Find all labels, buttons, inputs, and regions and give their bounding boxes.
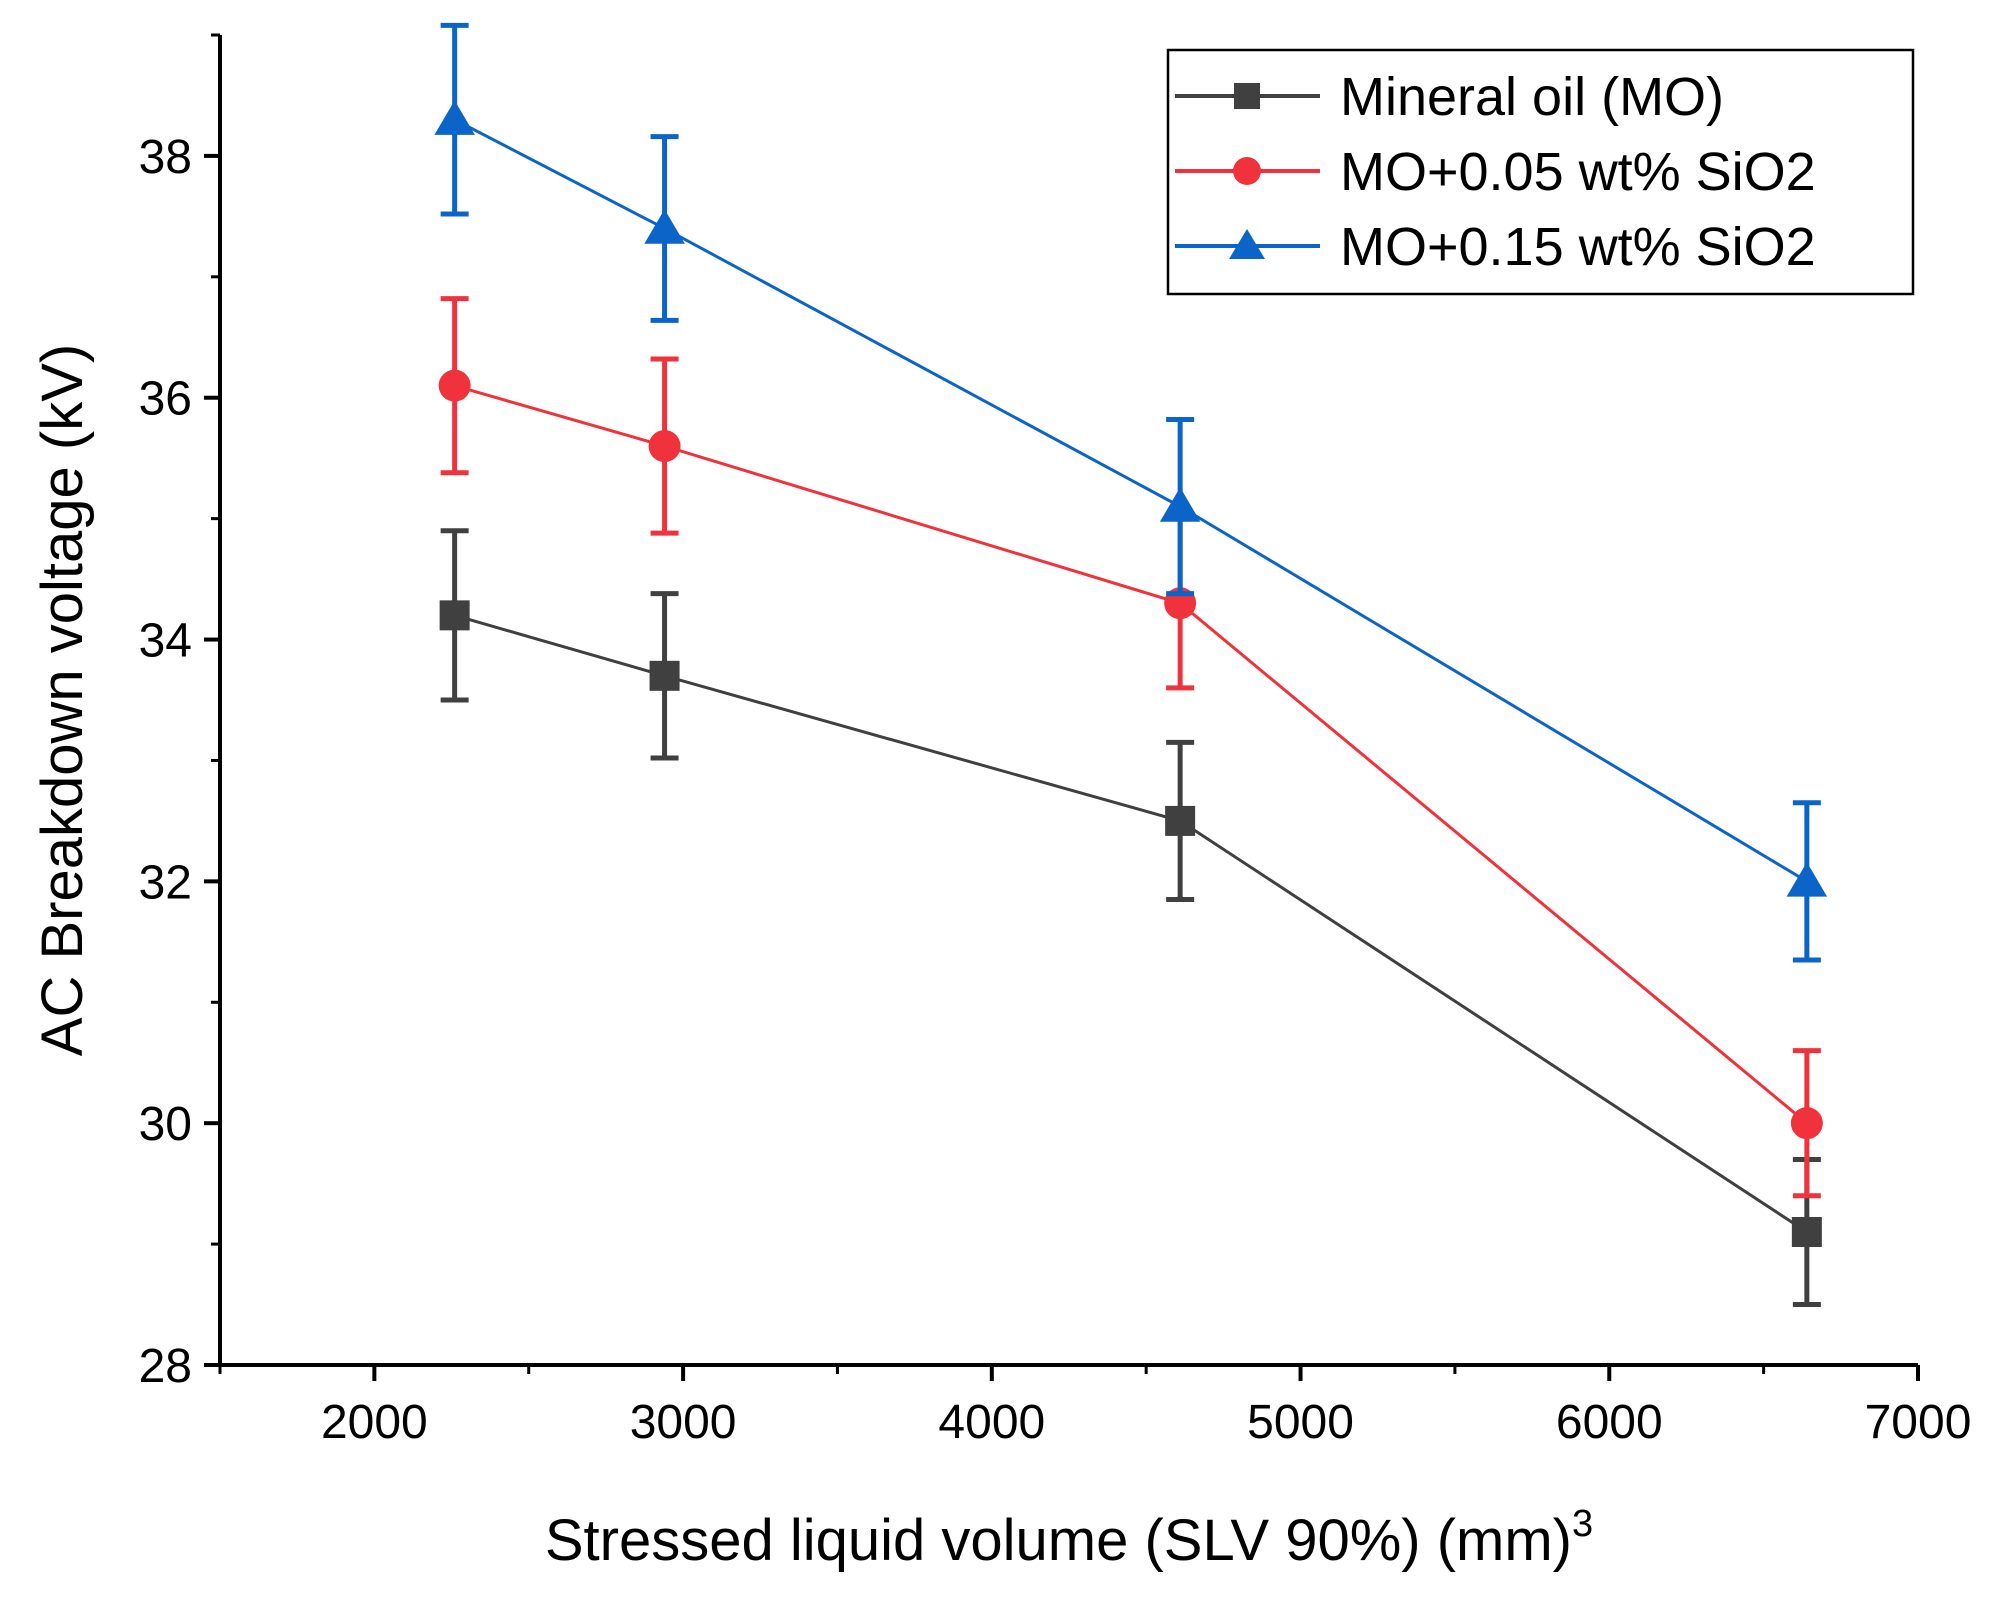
legend-marker	[1233, 157, 1261, 185]
x-tick-label: 5000	[1247, 1396, 1354, 1449]
y-tick-label: 28	[139, 1340, 192, 1393]
data-point	[1790, 1107, 1823, 1140]
y-tick-label: 36	[139, 373, 192, 426]
series-1	[439, 528, 1822, 1308]
data-point	[1159, 487, 1201, 522]
data-point	[648, 430, 681, 463]
x-tick-label: 7000	[1865, 1396, 1972, 1449]
x-axis-title-text: Stressed liquid volume (SLV 90%) (mm)	[545, 1508, 1572, 1573]
legend-marker	[1229, 229, 1265, 259]
data-point	[439, 600, 470, 631]
legend-label: MO+0.05 wt% SiO2	[1340, 142, 1816, 202]
x-axis-title: Stressed liquid volume (SLV 90%) (mm)3	[545, 1503, 1593, 1573]
y-axis-title: AC Breakdown voltage (kV)	[30, 344, 95, 1056]
series-3	[434, 22, 1828, 963]
x-tick-label: 3000	[630, 1396, 737, 1449]
data-point	[644, 209, 685, 244]
legend-label: Mineral oil (MO)	[1340, 67, 1724, 127]
data-point	[434, 100, 475, 135]
y-tick-label: 34	[139, 615, 192, 668]
legend-entry: MO+0.15 wt% SiO2	[1175, 217, 1816, 277]
x-tick-label: 2000	[321, 1396, 428, 1449]
y-tick-label: 32	[139, 856, 192, 909]
legend: Mineral oil (MO) MO+0.05 wt% SiO2 MO+0.15 …	[1166, 48, 1915, 296]
data-point	[1165, 805, 1196, 836]
legend-entry: Mineral oil (MO)	[1175, 67, 1724, 127]
x-axis-title-superscript: 3	[1572, 1503, 1593, 1545]
legend-entry: MO+0.05 wt% SiO2	[1175, 142, 1816, 202]
legend-marker	[1234, 83, 1260, 109]
y-tick-label: 30	[139, 1098, 192, 1151]
y-tick-label: 38	[139, 131, 192, 184]
x-tick-label: 4000	[938, 1396, 1045, 1449]
axes: 2000 3000 4000 5000 6000 7000 28 30 32 34 36 38	[139, 33, 1972, 1449]
series-line	[454, 384, 1808, 1125]
series-layer	[434, 22, 1828, 1308]
data-point	[1786, 862, 1828, 897]
data-point	[1791, 1217, 1822, 1247]
data-point	[438, 369, 471, 402]
x-tick-label: 6000	[1556, 1396, 1663, 1449]
series-2	[438, 296, 1823, 1199]
series-line	[453, 118, 1808, 883]
data-point	[649, 660, 680, 691]
legend-label: MO+0.15 wt% SiO2	[1340, 217, 1816, 277]
series-line	[454, 613, 1808, 1234]
